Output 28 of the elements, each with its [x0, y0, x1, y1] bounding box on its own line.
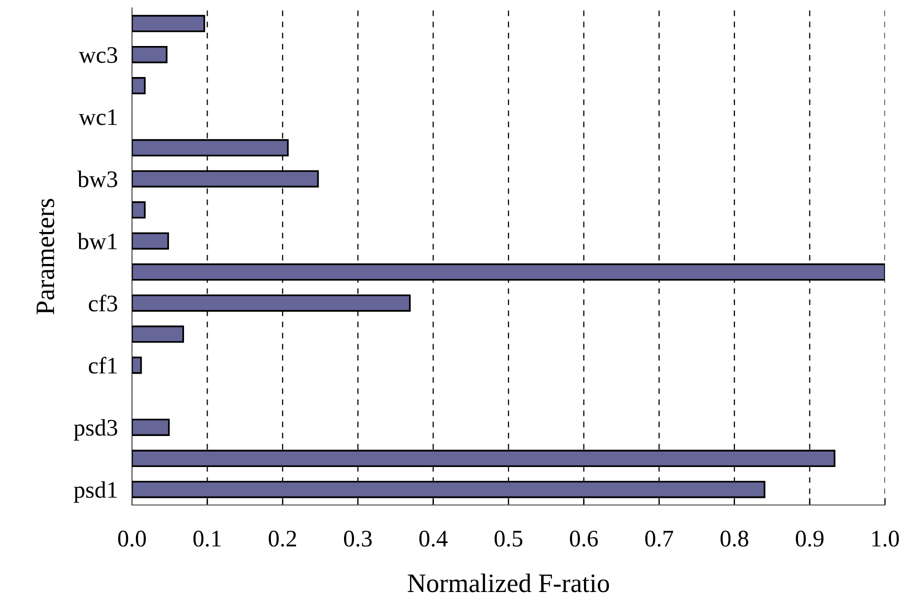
x-tick-label: 0.1: [193, 530, 221, 547]
x-tick-label: 0.6: [570, 530, 598, 547]
y-tick-label: cf3: [88, 294, 118, 312]
x-tick-label: 1.0: [872, 530, 899, 547]
y-tick-label: psd3: [74, 419, 118, 441]
x-tick-label: 0.4: [419, 530, 448, 547]
bar: [132, 46, 168, 64]
x-tick-label: 0.0: [118, 530, 146, 547]
y-tick-label: wc3: [78, 47, 118, 64]
bar: [132, 418, 170, 436]
x-tick-label: 0.9: [796, 530, 824, 547]
x-tick-label: 0.7: [645, 530, 674, 547]
x-tick-label: 0.2: [268, 530, 296, 547]
y-tick-label: psd1: [74, 481, 117, 503]
x-axis-title: Normalized F-ratio: [408, 574, 609, 592]
bar: [132, 201, 146, 219]
y-tick-label: bw1: [77, 232, 117, 250]
x-tick-label: 0.5: [494, 530, 522, 547]
y-tick-label: cf1: [88, 356, 117, 374]
bar: [132, 326, 184, 343]
bar: [132, 232, 169, 250]
x-tick-label: 0.8: [720, 530, 748, 547]
y-tick-label: bw3: [77, 170, 118, 188]
x-tick-label: 0.3: [344, 530, 372, 547]
bar: [132, 356, 142, 374]
y-tick-label: wc1: [78, 109, 117, 126]
bar: [132, 77, 146, 94]
y-axis-title: Parameters: [36, 198, 54, 314]
